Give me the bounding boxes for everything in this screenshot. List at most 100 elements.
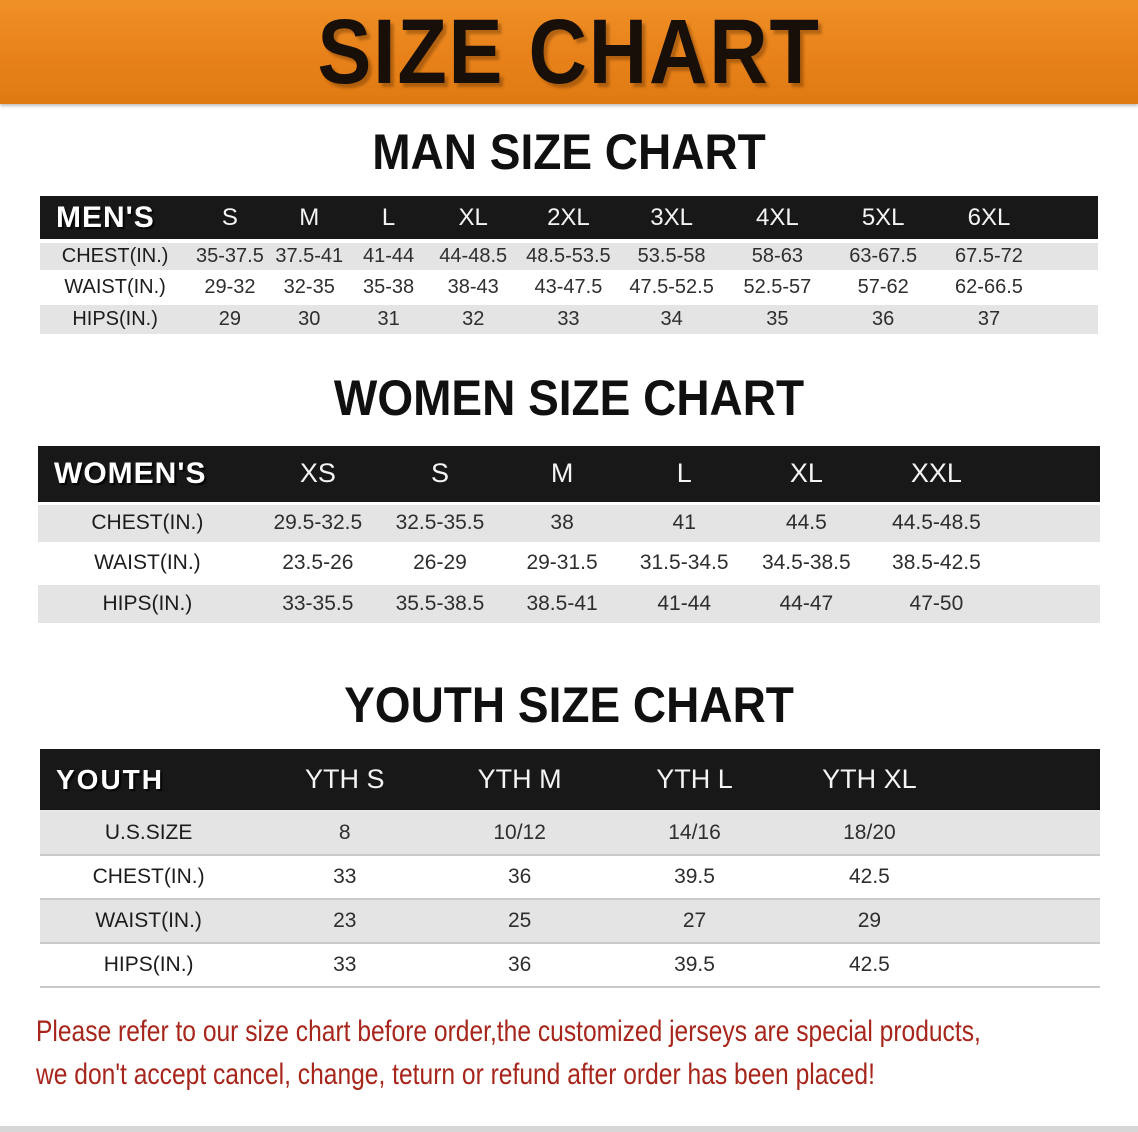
size-value-cell: 34.5-38.5 [745,541,868,583]
size-value-cell: 53.5-58 [618,239,725,272]
size-value-cell: 44.5 [745,501,868,543]
size-value-cell: 37 [936,301,1042,334]
disclaimer-line-1: Please refer to our size chart before or… [36,1015,981,1048]
size-value-cell: 38-43 [428,270,519,303]
banner-title: SIZE CHART [317,1,821,103]
spacer-cell [956,810,1100,855]
size-value-cell: 35 [724,301,831,334]
women-hips-row: HIPS(IN.) 33-35.5 35.5-38.5 38.5-41 41-4… [38,581,1100,623]
size-value-cell: 30 [269,301,349,334]
size-value-cell: 44-48.5 [428,239,519,272]
size-value-cell: 35-38 [348,270,429,303]
size-value-cell: 57-62 [830,270,937,303]
youth-ussize-row: U.S.SIZE 8 10/12 14/16 18/20 [40,810,1100,855]
size-value-cell: 36 [432,854,608,899]
size-value-cell: 23.5-26 [256,541,379,583]
spacer-cell [1005,581,1100,623]
size-col-header: 3XL [618,196,725,241]
spacer-cell [956,942,1100,987]
size-col-header: XS [256,446,379,503]
size-col-header: YTH XL [781,749,957,811]
size-value-cell: 32-35 [269,270,349,303]
size-value-cell: 35-37.5 [190,239,270,272]
women-header-row: WOMEN'S XS S M L XL XXL [38,446,1100,503]
size-chart-banner: SIZE CHART [0,0,1138,104]
size-value-cell: 47.5-52.5 [618,270,725,303]
spacer-cell [1041,301,1098,334]
size-value-cell: 35.5-38.5 [378,581,502,623]
row-label: WAIST(IN.) [40,898,258,943]
youth-section-heading: YOUTH SIZE CHART [344,677,794,733]
size-value-cell: 23 [257,898,433,943]
size-value-cell: 41-44 [623,581,746,623]
men-chest-row: CHEST(IN.) 35-37.5 37.5-41 41-44 44-48.5… [40,239,1098,272]
size-value-cell: 41 [623,501,746,543]
size-value-cell: 33-35.5 [256,581,379,623]
size-value-cell: 39.5 [607,854,782,899]
men-size-table: MEN'S S M L XL 2XL 3XL 4XL 5XL 6XL CHEST… [40,196,1098,334]
size-col-header: S [378,446,502,503]
bottom-edge-strip [0,1126,1138,1132]
disclaimer-line-2: we don't accept cancel, change, teturn o… [36,1058,875,1091]
row-label: CHEST(IN.) [38,501,257,543]
men-header-label: MEN'S [40,196,191,241]
row-label: WAIST(IN.) [40,270,191,303]
spacer-cell [1005,446,1100,503]
size-col-header: YTH M [432,749,608,811]
men-section-heading: MAN SIZE CHART [372,124,766,180]
size-col-header: XL [428,196,519,241]
spacer-cell [1041,270,1098,303]
row-label: CHEST(IN.) [40,854,258,899]
size-value-cell: 32 [428,301,519,334]
youth-header-row: YOUTH YTH S YTH M YTH L YTH XL [40,749,1100,811]
size-col-header: 2XL [518,196,619,241]
spacer-cell [1005,541,1100,583]
size-col-header: YTH S [257,749,433,811]
size-value-cell: 47-50 [867,581,1006,623]
size-value-cell: 29-32 [190,270,270,303]
size-col-header: L [623,446,746,503]
size-value-cell: 31.5-34.5 [623,541,746,583]
row-label: HIPS(IN.) [40,942,258,987]
spacer-cell [956,854,1100,899]
size-value-cell: 38 [501,501,624,543]
size-value-cell: 29-31.5 [501,541,624,583]
size-value-cell: 67.5-72 [936,239,1042,272]
women-chest-row: CHEST(IN.) 29.5-32.5 32.5-35.5 38 41 44.… [38,501,1100,543]
spacer-cell [956,749,1100,811]
size-value-cell: 26-29 [378,541,502,583]
size-value-cell: 8 [257,810,433,855]
size-value-cell: 63-67.5 [830,239,937,272]
spacer-cell [956,898,1100,943]
size-value-cell: 29.5-32.5 [256,501,379,543]
size-value-cell: 37.5-41 [269,239,349,272]
size-value-cell: 48.5-53.5 [518,239,619,272]
size-value-cell: 32.5-35.5 [378,501,502,543]
size-value-cell: 42.5 [781,854,957,899]
size-value-cell: 43-47.5 [518,270,619,303]
size-col-header: 4XL [724,196,831,241]
size-value-cell: 44-47 [745,581,868,623]
size-value-cell: 36 [432,942,608,987]
size-value-cell: 62-66.5 [936,270,1042,303]
size-col-header: 5XL [830,196,937,241]
size-col-header: M [269,196,349,241]
size-value-cell: 52.5-57 [724,270,831,303]
men-header-row: MEN'S S M L XL 2XL 3XL 4XL 5XL 6XL [40,196,1098,241]
youth-hips-row: HIPS(IN.) 33 36 39.5 42.5 [40,942,1100,987]
size-value-cell: 25 [432,898,608,943]
spacer-cell [1041,196,1098,241]
men-hips-row: HIPS(IN.) 29 30 31 32 33 34 35 36 37 [40,301,1098,334]
spacer-cell [1005,501,1100,543]
youth-section: YOUTH SIZE CHART YOUTH YTH S YTH M YTH L… [0,677,1138,988]
size-value-cell: 29 [781,898,957,943]
size-col-header: S [190,196,270,241]
size-value-cell: 38.5-42.5 [867,541,1006,583]
row-label: HIPS(IN.) [40,301,191,334]
row-label: HIPS(IN.) [38,581,257,623]
size-value-cell: 27 [607,898,782,943]
size-col-header: M [501,446,624,503]
men-section: MAN SIZE CHART MEN'S S M L XL 2XL 3XL 4X… [0,124,1138,334]
size-value-cell: 10/12 [432,810,608,855]
size-value-cell: 58-63 [724,239,831,272]
